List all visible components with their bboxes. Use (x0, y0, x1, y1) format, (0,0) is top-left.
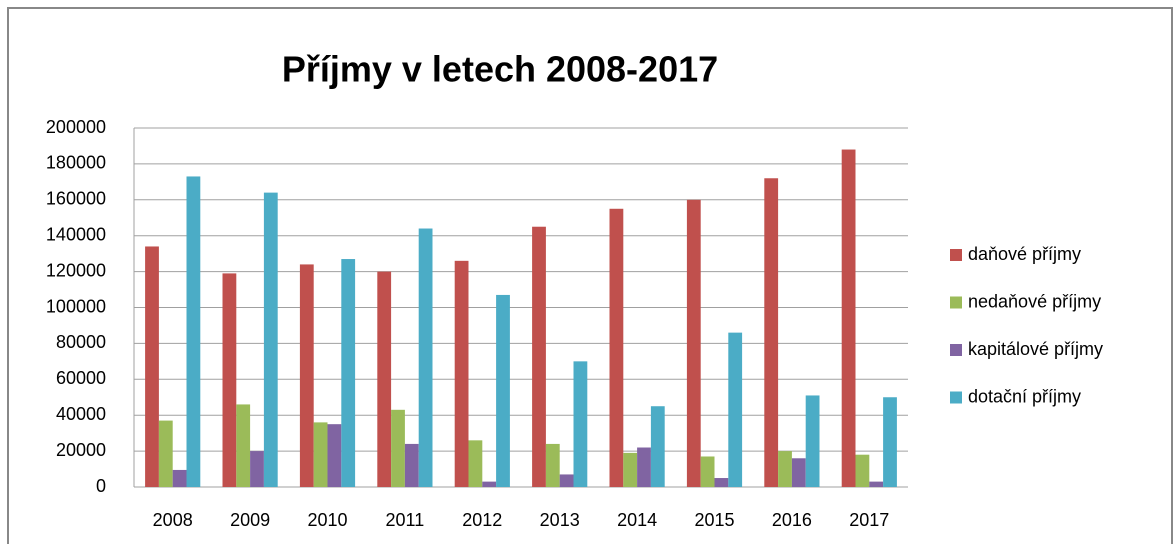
legend-swatch (950, 296, 962, 309)
legend-swatch (950, 344, 962, 356)
bar (869, 481, 884, 487)
bar (532, 226, 546, 487)
legend-label: daňové příjmy (968, 244, 1081, 264)
y-tick-label: 80000 (56, 332, 106, 352)
bar (573, 361, 588, 487)
bar (341, 259, 356, 487)
bar (172, 469, 187, 487)
y-tick-label: 120000 (46, 260, 106, 280)
bar (609, 208, 624, 487)
bar (250, 451, 264, 487)
bar (145, 246, 159, 487)
y-tick-label: 0 (96, 476, 106, 496)
legend-swatch (950, 249, 962, 261)
bar (778, 451, 792, 487)
bar (728, 332, 743, 487)
bar (222, 273, 237, 487)
bar (468, 440, 483, 487)
legend-swatch (950, 391, 962, 404)
bar (377, 271, 392, 487)
x-tick-label: 2014 (617, 510, 657, 530)
bar (391, 409, 405, 487)
bar (299, 264, 314, 487)
bar (791, 458, 806, 487)
bar (454, 260, 469, 487)
bar (482, 481, 497, 487)
bar (327, 424, 342, 487)
bar (263, 192, 278, 487)
y-tick-label: 180000 (46, 153, 106, 173)
y-tick-label: 100000 (46, 296, 106, 316)
bar (714, 478, 729, 487)
bar (700, 456, 715, 487)
x-tick-label: 2008 (153, 510, 193, 530)
bar (158, 420, 173, 487)
bar (764, 178, 779, 487)
bar (841, 149, 856, 488)
chart-border (7, 7, 1173, 549)
bar (650, 406, 665, 487)
bar (855, 454, 870, 487)
x-tick-label: 2012 (462, 510, 502, 530)
bar (559, 474, 574, 487)
legend-label: dotační příjmy (968, 386, 1081, 406)
bar (418, 228, 433, 487)
bar (186, 176, 201, 487)
x-tick-label: 2009 (230, 510, 270, 530)
bar (236, 404, 251, 487)
x-tick-label: 2015 (694, 510, 734, 530)
x-tick-label: 2010 (307, 510, 347, 530)
bar (686, 199, 701, 488)
y-tick-label: 40000 (56, 404, 106, 424)
x-tick-label: 2017 (849, 510, 889, 530)
bar (883, 397, 897, 487)
bar (404, 443, 419, 487)
chart-title: Příjmy v letech 2008-2017 (282, 49, 718, 90)
legend-label: kapitálové příjmy (968, 339, 1103, 359)
y-tick-label: 140000 (46, 224, 106, 244)
bar (545, 443, 560, 487)
x-tick-label: 2016 (772, 510, 812, 530)
legend-label: nedaňové příjmy (968, 291, 1101, 311)
bar (637, 447, 651, 487)
bar (623, 452, 638, 487)
y-tick-label: 60000 (56, 368, 106, 388)
x-tick-label: 2013 (540, 510, 580, 530)
bar (313, 422, 328, 487)
bar (496, 294, 510, 487)
y-tick-label: 200000 (46, 117, 106, 137)
bar (805, 395, 820, 487)
y-tick-label: 20000 (56, 440, 106, 460)
y-tick-label: 160000 (46, 189, 106, 209)
x-tick-label: 2011 (386, 510, 425, 530)
